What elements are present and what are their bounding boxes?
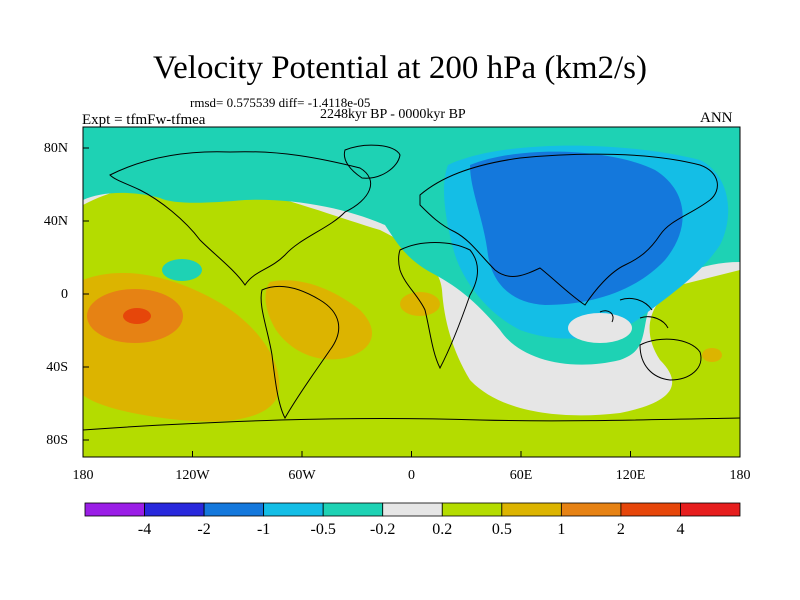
coastline-australia bbox=[639, 338, 702, 381]
coastlines bbox=[83, 144, 740, 431]
coastline-north-america bbox=[109, 151, 372, 286]
colorbar-label: 2 bbox=[616, 521, 625, 538]
colorbar-swatch bbox=[84, 502, 145, 517]
lon-label-60w: 60W bbox=[288, 468, 316, 483]
colorbar-label: -2 bbox=[197, 521, 211, 538]
lat-label-0: 0 bbox=[61, 287, 68, 302]
colorbar-swatch bbox=[680, 502, 741, 517]
lat-label-80s: 80S bbox=[46, 433, 68, 448]
colorbar-swatch bbox=[203, 502, 265, 517]
coastline-greenland bbox=[343, 144, 401, 179]
colorbar-label: -0.2 bbox=[370, 521, 396, 538]
colorbar-label: -1 bbox=[256, 521, 271, 538]
colorbar-swatch bbox=[322, 502, 384, 517]
season-label: ANN bbox=[700, 110, 733, 126]
coastline-eurasia bbox=[419, 153, 718, 306]
lat-label-40s: 40S bbox=[46, 360, 68, 375]
rmsd-diff-label: rmsd= 0.575539 diff= -1.4118e-05 bbox=[190, 95, 371, 110]
lon-label-120w: 120W bbox=[175, 468, 210, 483]
lon-label-180e: 180 bbox=[729, 468, 751, 483]
velocity-potential-field bbox=[83, 127, 740, 457]
colorbar-swatch bbox=[263, 502, 324, 517]
experiment-label: Expt = tfmFw-tfmea bbox=[82, 112, 206, 128]
colorbar bbox=[84, 502, 741, 517]
colorbar-label: -0.5 bbox=[310, 521, 336, 538]
colorbar-label: 0.5 bbox=[491, 521, 512, 538]
colorbar-swatch bbox=[441, 502, 503, 517]
colorbar-label: 1 bbox=[557, 521, 566, 538]
lon-label-60e: 60E bbox=[509, 468, 533, 483]
coastline-maritime-continent bbox=[599, 297, 669, 329]
lat-label-40n: 40N bbox=[43, 214, 68, 229]
colorbar-swatch bbox=[382, 502, 443, 517]
coastline-antarctica bbox=[83, 417, 740, 431]
lon-label-180w: 180 bbox=[72, 468, 94, 483]
colorbar-label: -4 bbox=[137, 521, 152, 538]
colorbar-label: 0.2 bbox=[432, 521, 453, 538]
colorbar-swatch bbox=[501, 502, 562, 517]
lat-label-80n: 80N bbox=[43, 141, 68, 156]
colorbar-swatch bbox=[620, 502, 681, 517]
colorbar-label: 4 bbox=[676, 521, 685, 538]
colorbar-swatch bbox=[144, 502, 205, 517]
coastline-africa bbox=[398, 242, 478, 370]
colorbar-swatch bbox=[560, 502, 622, 517]
coastline-south-america bbox=[260, 285, 340, 420]
period-label: 2248kyr BP - 0000kyr BP bbox=[320, 107, 466, 122]
lon-label-0: 0 bbox=[408, 468, 415, 483]
plot-title: Velocity Potential at 200 hPa (km2/s) bbox=[152, 50, 648, 86]
lon-label-120e: 120E bbox=[615, 468, 646, 483]
axis-ticks bbox=[82, 147, 741, 457]
